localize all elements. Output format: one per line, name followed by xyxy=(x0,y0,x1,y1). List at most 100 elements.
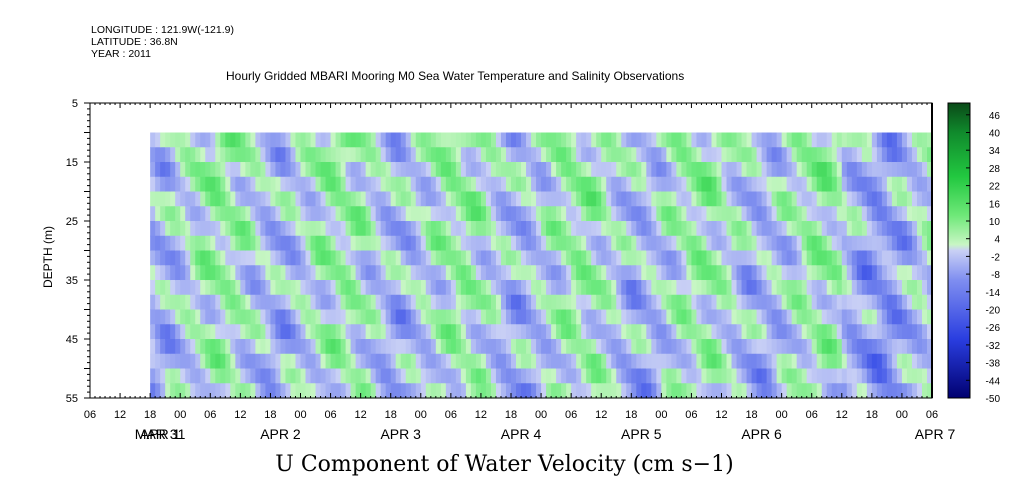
heatmap-cell xyxy=(395,235,402,252)
heatmap-cell xyxy=(806,162,813,178)
heatmap-cell xyxy=(651,147,657,163)
heatmap-cell xyxy=(165,132,171,148)
heatmap-cell xyxy=(871,324,878,340)
heatmap-cell xyxy=(390,206,397,222)
heatmap-cell xyxy=(906,383,913,399)
heatmap-cell xyxy=(816,176,823,193)
heatmap-cell xyxy=(621,324,627,340)
heatmap-cell xyxy=(160,132,166,148)
heatmap-cell xyxy=(616,353,622,370)
heatmap-cell xyxy=(836,176,843,193)
heatmap-cell xyxy=(731,191,738,207)
heatmap-cell xyxy=(255,176,261,193)
heatmap-cell xyxy=(546,191,552,207)
heatmap-cell xyxy=(450,235,457,252)
heatmap-cell xyxy=(190,221,196,237)
heatmap-cell xyxy=(450,206,457,222)
heatmap-cell xyxy=(465,309,472,325)
heatmap-cell xyxy=(596,294,602,311)
heatmap-cell xyxy=(360,383,367,399)
heatmap-cell xyxy=(470,191,477,207)
heatmap-cell xyxy=(390,309,397,325)
heatmap-cell xyxy=(225,221,231,237)
heatmap-cell xyxy=(485,280,492,296)
heatmap-cell xyxy=(521,265,527,281)
heatmap-cell xyxy=(150,265,156,281)
heatmap-cell xyxy=(746,280,753,296)
heatmap-cell xyxy=(841,368,848,384)
heatmap-cell xyxy=(731,368,738,384)
heatmap-cell xyxy=(300,353,307,370)
heatmap-cell xyxy=(816,235,823,252)
heatmap-cell xyxy=(571,324,577,340)
heatmap-cell xyxy=(621,383,627,399)
heatmap-cell xyxy=(430,191,437,207)
heatmap-cell xyxy=(656,206,662,222)
heatmap-cell xyxy=(631,176,637,193)
heatmap-cell xyxy=(836,221,843,237)
heatmap-cell xyxy=(485,191,492,207)
heatmap-cell xyxy=(641,250,647,266)
heatmap-cell xyxy=(335,221,342,237)
heatmap-cell xyxy=(385,132,392,148)
heatmap-cell xyxy=(170,309,176,325)
heatmap-cell xyxy=(591,132,597,148)
heatmap-cell xyxy=(716,265,723,281)
heatmap-cell xyxy=(746,324,753,340)
heatmap-cell xyxy=(621,206,627,222)
heatmap-cell xyxy=(415,147,422,163)
heatmap-cell xyxy=(385,265,392,281)
heatmap-cell xyxy=(470,250,477,266)
heatmap-cell xyxy=(606,353,612,370)
heatmap-cell xyxy=(205,235,211,252)
heatmap-cell xyxy=(761,132,768,148)
heatmap-cell xyxy=(470,324,477,340)
heatmap-cell xyxy=(701,206,708,222)
heatmap-cell xyxy=(355,132,362,148)
heatmap-cell xyxy=(245,324,251,340)
heatmap-cell xyxy=(370,339,377,355)
heatmap-cell xyxy=(280,368,287,384)
heatmap-cell xyxy=(791,309,798,325)
heatmap-cell xyxy=(516,383,522,399)
heatmap-cell xyxy=(841,250,848,266)
heatmap-cell xyxy=(350,176,357,193)
heatmap-cell xyxy=(766,309,773,325)
heatmap-cell xyxy=(606,191,612,207)
heatmap-cell xyxy=(215,206,221,222)
heatmap-cell xyxy=(165,147,171,163)
heatmap-cell xyxy=(495,309,502,325)
heatmap-cell xyxy=(546,265,552,281)
heatmap-cell xyxy=(245,176,251,193)
heatmap-cell xyxy=(886,250,893,266)
heatmap-cell xyxy=(375,176,382,193)
heatmap-cell xyxy=(891,294,898,311)
heatmap-cell xyxy=(696,176,703,193)
heatmap-cell xyxy=(285,132,292,148)
heatmap-cell xyxy=(475,191,482,207)
heatmap-cell xyxy=(901,206,908,222)
heatmap-cell xyxy=(270,339,277,355)
heatmap-cell xyxy=(160,324,166,340)
heatmap-cell xyxy=(736,383,743,399)
heatmap-cell xyxy=(385,383,392,399)
heatmap-cell xyxy=(225,383,231,399)
heatmap-cell xyxy=(375,339,382,355)
heatmap-cell xyxy=(240,147,246,163)
heatmap-cell xyxy=(375,191,382,207)
heatmap-cell xyxy=(240,368,246,384)
heatmap-cell xyxy=(891,235,898,252)
heatmap-cell xyxy=(796,176,803,193)
heatmap-cell xyxy=(230,132,236,148)
heatmap-cell xyxy=(480,206,487,222)
heatmap-cell xyxy=(400,280,407,296)
heatmap-cell xyxy=(736,132,743,148)
heatmap-cell xyxy=(340,132,347,148)
heatmap-cell xyxy=(801,353,808,370)
heatmap-cell xyxy=(531,294,537,311)
heatmap-cell xyxy=(686,235,693,252)
heatmap-cell xyxy=(350,132,357,148)
heatmap-cell xyxy=(566,339,572,355)
heatmap-cell xyxy=(335,324,342,340)
heatmap-cell xyxy=(821,294,828,311)
